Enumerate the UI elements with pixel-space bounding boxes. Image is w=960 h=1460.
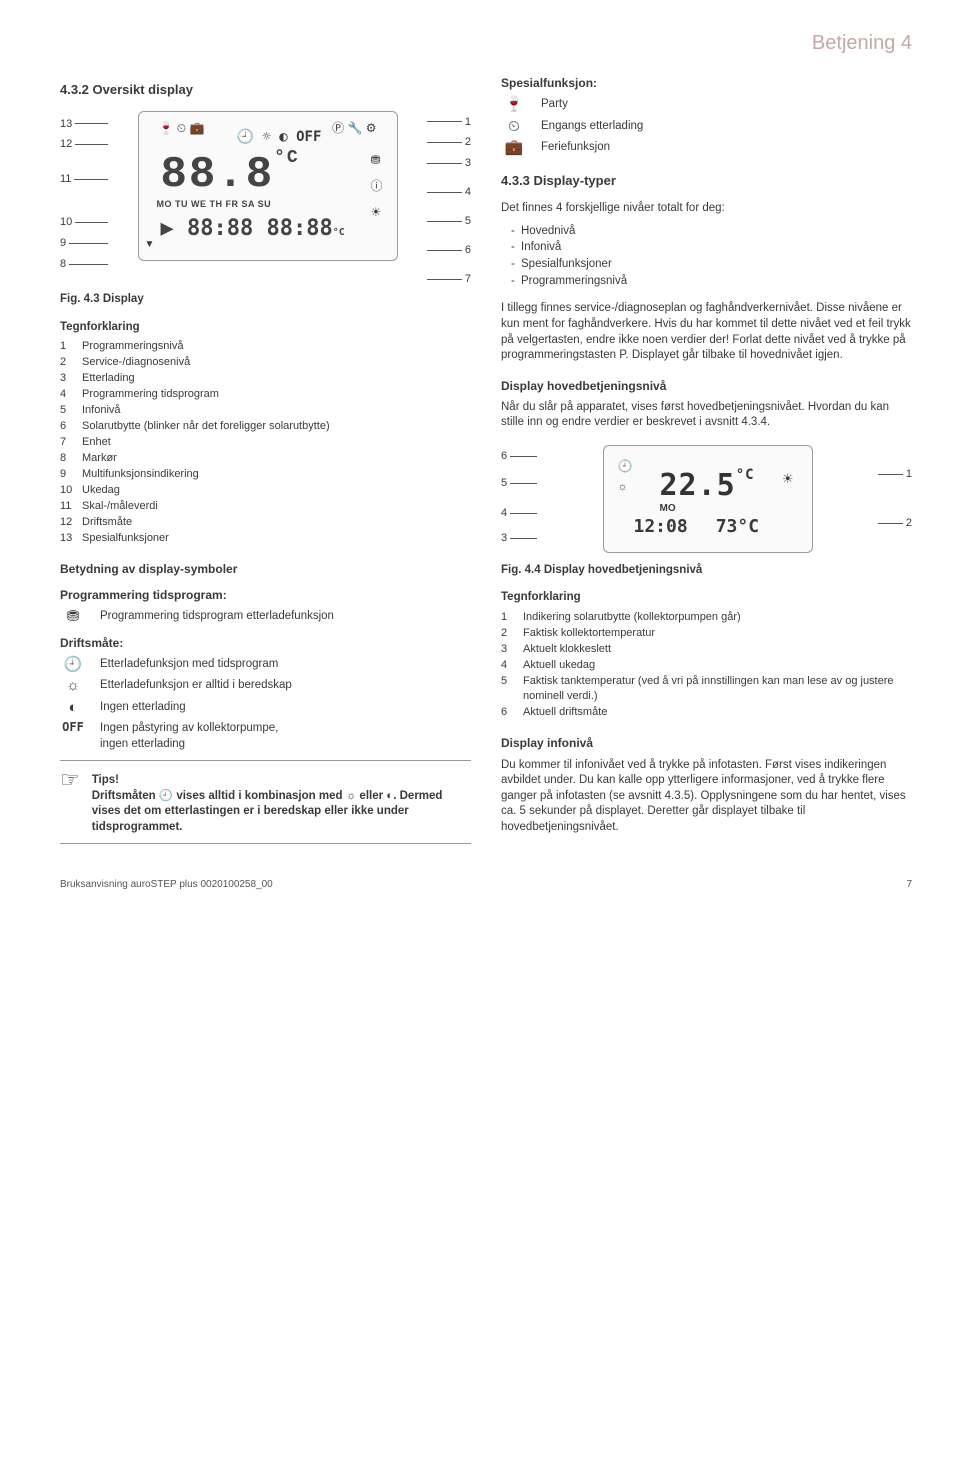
sun-icon: ☼ (60, 678, 86, 693)
legend2-title: Tegnforklaring (501, 590, 912, 606)
section-4-3-3-title: 4.3.3 Display-typer (501, 172, 912, 190)
footer-doc-id: Bruksanvisning auroSTEP plus 0020100258_… (60, 878, 273, 892)
figure-4-4: 6 5 4 3 22.5°C ☀ MO 12:08 (501, 439, 912, 579)
collector-icon: ☀ (782, 470, 794, 488)
lcd-big-number: 88.8°C (161, 146, 300, 205)
service-para: I tillegg finnes service-/diagnoseplan o… (501, 301, 912, 363)
lcd2-bottom-row: 12:08 73°C (634, 515, 760, 539)
infoniva-heading: Display infonivå (501, 735, 912, 751)
lcd-icons-top-right: Ⓟ 🔧 ⚙ (332, 120, 376, 136)
symbols-heading: Betydning av display-symboler (60, 561, 471, 577)
clock-icon: 🕘 (60, 657, 86, 672)
sf-row-engangs: ⏲ Engangs etterlading (501, 119, 912, 135)
suitcase-icon: 💼 (501, 140, 527, 155)
lcd-display-2: 22.5°C ☀ MO 12:08 73°C (603, 445, 813, 553)
footer-page-number: 7 (906, 878, 912, 892)
sf-row-party: 🍷 Party (501, 97, 912, 113)
tips-title: Tips! (92, 773, 471, 789)
dm-row-clock: 🕘 Etterladefunksjon med tidsprogram (60, 657, 471, 673)
dm-row-off: OFF Ingen påstyring av kollektorpumpe, i… (60, 721, 471, 752)
spesialfunksjon-heading: Spesialfunksjon: (501, 75, 912, 91)
glass-icon: 🍷 (501, 97, 527, 112)
lcd-off-label: OFF (237, 128, 322, 147)
page-header: Betjening 4 (60, 30, 912, 57)
hoved-para: Når du slår på apparatet, vises først ho… (501, 400, 912, 431)
left-column: 4.3.2 Oversikt display 13 12 11 10 9 8 🍷… (60, 75, 471, 850)
prog-tidsprogram-heading: Programmering tidsprogram: (60, 587, 471, 603)
moon-icon: ◐ (60, 700, 86, 715)
lcd-icons-top-left: 🍷 ⏲ 💼 (159, 120, 205, 136)
legend2-list: 1Indikering solarutbytte (kollektorpumpe… (501, 610, 912, 722)
lcd2-day: MO (660, 502, 676, 516)
tap-icon: ⛃ (60, 609, 86, 624)
fig4-leads-left: 6 5 4 3 (501, 439, 537, 546)
timer-icon: ⏲ (501, 119, 527, 134)
hoved-heading: Display hovedbetjeningsnivå (501, 378, 912, 394)
legend1-list: 1Programmeringsnivå 2Service-/diagnoseni… (60, 339, 471, 546)
dm-row-moon: ◐ Ingen etterlading (60, 700, 471, 716)
lcd-time: ▶ 88:88 88:88°C (161, 214, 345, 244)
fig4-caption: Fig. 4.4 Display hovedbetjeningsnivå (501, 563, 912, 579)
lcd2-temperature: 22.5°C (660, 466, 755, 507)
fig3-leads-left: 13 12 11 10 9 8 (60, 111, 108, 272)
tips-body: Driftsmåten 🕘 vises alltid i kombinasjon… (92, 789, 471, 836)
display-typer-intro: Det finnes 4 forskjellige nivåer totalt … (501, 201, 912, 217)
dm-row-sun: ☼ Etterladefunksjon er alltid i beredska… (60, 678, 471, 694)
sym-row-etterlade: ⛃ Programmering tidsprogram etterladefun… (60, 609, 471, 625)
off-icon: OFF (60, 721, 86, 733)
lcd-display-1: 🍷 ⏲ 💼 Ⓟ 🔧 ⚙ OFF 88.8°C ⛃ ⓘ ☀ MO T (138, 111, 398, 261)
driftsmate-heading: Driftsmåte: (60, 635, 471, 651)
hand-icon: ☞ (60, 773, 80, 786)
display-typer-list: Hovednivå Infonivå Spesialfunksjoner Pro… (501, 223, 912, 290)
figure-4-3: 13 12 11 10 9 8 🍷 ⏲ 💼 Ⓟ 🔧 ⚙ OFF (60, 111, 471, 308)
fig4-leads-right: 1 2 (878, 439, 912, 531)
infoniva-para: Du kommer til infonivået ved å trykke på… (501, 758, 912, 836)
tips-block: ☞ Tips! Driftsmåten 🕘 vises alltid i kom… (60, 773, 471, 835)
right-column: Spesialfunksjon: 🍷 Party ⏲ Engangs etter… (501, 75, 912, 850)
lcd-icons-right: ⛃ ⓘ ☀ (370, 152, 382, 221)
fig3-leads-right: 1 2 3 4 5 6 7 (427, 111, 471, 287)
section-4-3-2-title: 4.3.2 Oversikt display (60, 81, 471, 99)
sf-row-ferie: 💼 Feriefunksjon (501, 140, 912, 156)
fig3-caption: Fig. 4.3 Display (60, 292, 471, 308)
page-footer: Bruksanvisning auroSTEP plus 0020100258_… (60, 878, 912, 892)
legend1-title: Tegnforklaring (60, 320, 471, 336)
lcd2-mode-icons (618, 458, 633, 495)
lcd-days: MO TU WE TH FR SA SU (157, 198, 272, 210)
